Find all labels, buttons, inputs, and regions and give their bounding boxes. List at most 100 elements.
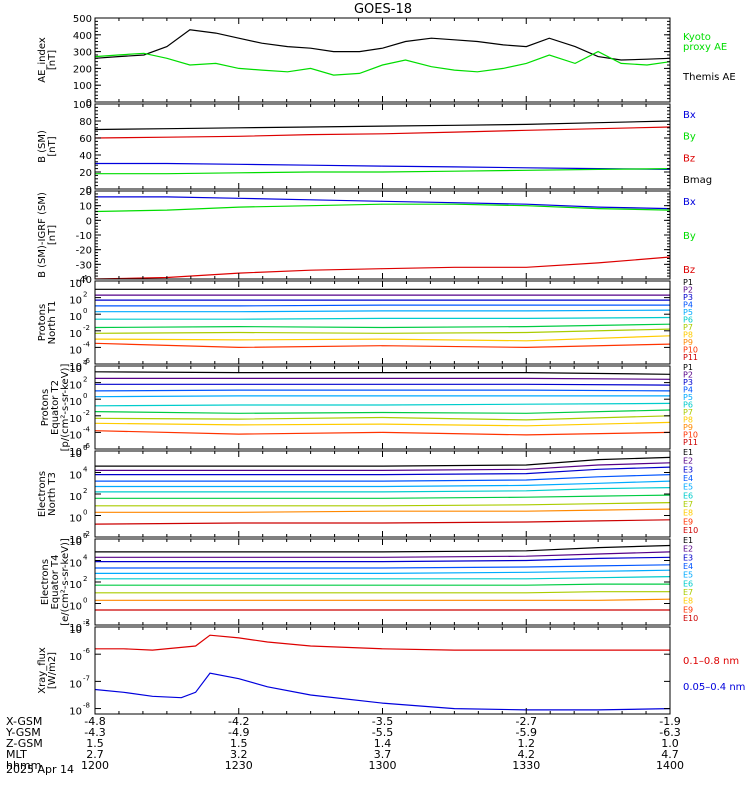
- series-line: [95, 508, 670, 513]
- y-tick-label: 0: [86, 216, 92, 227]
- ephemeris-value: 1400: [656, 759, 684, 772]
- legend-item: E7: [683, 500, 693, 509]
- y-tick-exponent: 2: [83, 487, 87, 495]
- series-line: [95, 591, 670, 594]
- y-tick-exponent: 0: [83, 597, 87, 605]
- legend-item: Bmag: [683, 175, 712, 186]
- legend-item: E4: [683, 562, 693, 571]
- y-tick-label: 10: [69, 345, 82, 356]
- y-axis-label: North T1: [47, 301, 58, 345]
- y-tick-label: -10: [76, 231, 92, 242]
- date-label: 2025 Apr 14: [6, 763, 74, 776]
- ephemeris-value: 1230: [225, 759, 253, 772]
- series-line: [95, 556, 670, 563]
- y-axis-label: Protons: [37, 304, 48, 341]
- y-tick-label: 10: [69, 449, 82, 460]
- series-line: [95, 335, 670, 342]
- y-tick-exponent: 4: [83, 359, 88, 367]
- y-tick-exponent: 4: [83, 274, 88, 282]
- legend-item: P4: [683, 301, 693, 310]
- y-tick-label: 10: [69, 623, 82, 634]
- legend-item: E10: [683, 614, 698, 623]
- ephemeris-value: -5.9: [516, 726, 537, 739]
- series-group: [95, 196, 670, 279]
- legend-item: Bz: [683, 153, 695, 164]
- legend-item: Bz: [683, 265, 695, 276]
- y-tick-label: 10: [69, 679, 82, 690]
- ephemeris-value: 1300: [369, 759, 397, 772]
- y-axis-label: [nT]: [47, 225, 58, 245]
- ephemeris-value: 1.5: [86, 737, 104, 750]
- legend-item: Bx: [683, 197, 696, 208]
- series-line: [95, 466, 670, 476]
- ephemeris-value: -4.2: [228, 715, 249, 728]
- chart-title: GOES-18: [354, 2, 412, 17]
- series-group: [95, 456, 670, 525]
- legend-item: 0.1–0.8 nm: [683, 656, 739, 667]
- y-axis-label: Equator T4: [50, 555, 61, 610]
- legend-item: P1: [683, 363, 693, 372]
- legend-item: By: [683, 231, 696, 242]
- legend-item: P11: [683, 353, 698, 362]
- series-group: [95, 288, 670, 349]
- y-tick-label: 10: [69, 652, 82, 663]
- ephemeris-row-label: X-GSM: [6, 715, 42, 728]
- y-tick-label: 10: [69, 430, 82, 441]
- legend-item: P7: [683, 408, 693, 417]
- series-line: [95, 487, 670, 493]
- y-tick-label: 10: [69, 312, 82, 323]
- y-tick-label: 500: [73, 14, 92, 25]
- y-tick-label: 10: [69, 296, 82, 307]
- y-tick-label: 20: [79, 168, 92, 179]
- y-tick-exponent: -2: [83, 324, 90, 332]
- y-tick-label: 10: [69, 414, 82, 425]
- series-line: [95, 415, 670, 421]
- y-tick-label: 200: [73, 64, 92, 75]
- y-tick-exponent: 2: [83, 575, 87, 583]
- legend-item: P2: [683, 371, 693, 380]
- y-tick-label: 80: [79, 117, 92, 128]
- legend-item: E8: [683, 597, 693, 606]
- y-tick-label: -30: [76, 260, 92, 271]
- ephemeris-value: -3.5: [372, 715, 393, 728]
- legend-item: P5: [683, 393, 693, 402]
- series-line: [95, 598, 670, 601]
- y-tick-exponent: -2: [83, 530, 90, 538]
- y-tick-label: 10: [69, 397, 82, 408]
- series-line: [95, 494, 670, 499]
- legend-item: P2: [683, 286, 693, 295]
- legend-item: P6: [683, 401, 693, 410]
- y-axis-label: B (SM)-IGRF (SM): [37, 192, 48, 278]
- ephemeris-value: -1.9: [659, 715, 680, 728]
- series-line: [95, 328, 670, 334]
- series-line: [95, 383, 670, 386]
- legend-item: 0.05–0.4 nm: [683, 682, 745, 693]
- legend-item: Kyoto: [683, 32, 711, 43]
- ephemeris-value: 1200: [81, 759, 109, 772]
- ephemeris-value: -2.7: [516, 715, 537, 728]
- y-tick-exponent: 0: [83, 392, 87, 400]
- panel-frame: [94, 626, 671, 715]
- panel-frame: [94, 450, 671, 538]
- series-line: [95, 474, 670, 482]
- y-tick-label: 10: [69, 537, 82, 548]
- series-line: [95, 29, 670, 61]
- legend-item: E9: [683, 517, 693, 526]
- y-tick-label: 10: [69, 492, 82, 503]
- ephemeris-value: 3.7: [374, 748, 392, 761]
- legend-item: E5: [683, 571, 693, 580]
- legend-item: E9: [683, 605, 693, 614]
- panel-frame: [94, 103, 671, 190]
- series-line: [95, 196, 670, 210]
- series-group: [95, 371, 670, 436]
- legend-item: E1: [683, 448, 693, 457]
- y-tick-label: 10: [69, 625, 82, 636]
